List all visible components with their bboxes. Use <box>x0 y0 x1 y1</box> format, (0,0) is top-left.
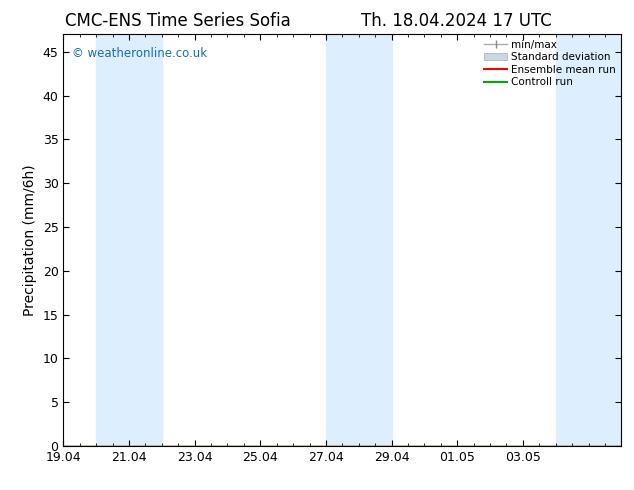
Text: Th. 18.04.2024 17 UTC: Th. 18.04.2024 17 UTC <box>361 12 552 30</box>
Legend: min/max, Standard deviation, Ensemble mean run, Controll run: min/max, Standard deviation, Ensemble me… <box>482 37 618 89</box>
Bar <box>555 34 621 446</box>
Bar <box>96 34 162 446</box>
Text: CMC-ENS Time Series Sofia: CMC-ENS Time Series Sofia <box>65 12 290 30</box>
Y-axis label: Precipitation (mm/6h): Precipitation (mm/6h) <box>23 164 37 316</box>
Text: © weatheronline.co.uk: © weatheronline.co.uk <box>72 47 207 60</box>
Bar <box>326 34 392 446</box>
